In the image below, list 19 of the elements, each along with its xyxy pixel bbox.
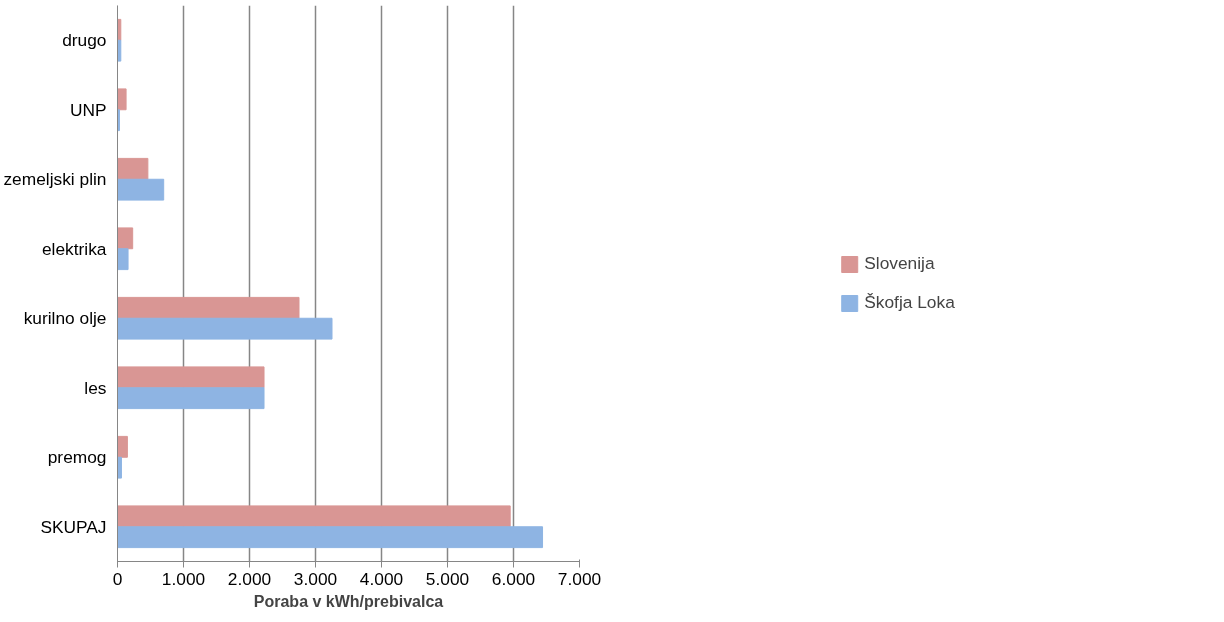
y-tick-label: les <box>84 377 107 398</box>
x-tick-label: 3.000 <box>293 568 338 589</box>
legend-label: Slovenija <box>864 253 935 274</box>
x-tick-label: 4.000 <box>359 568 404 589</box>
y-tick-label: premog <box>47 447 107 468</box>
legend-label: Škofja Loka <box>864 292 955 313</box>
x-tick-label: 2.000 <box>227 568 272 589</box>
x-axis-title: Poraba v kWh/prebivalca <box>253 592 444 610</box>
y-tick-label: zemeljski plin <box>3 169 107 190</box>
y-tick-label: drugo <box>62 30 107 51</box>
y-tick-label: UNP <box>69 99 107 120</box>
x-tick-label: 0 <box>112 568 123 589</box>
x-tick-label: 5.000 <box>425 568 470 589</box>
y-tick-label: elektrika <box>41 238 107 259</box>
y-tick-label: SKUPAJ <box>40 516 107 537</box>
x-tick-label: 6.000 <box>491 568 536 589</box>
y-tick-label: kurilno olje <box>23 308 107 329</box>
x-tick-label: 1.000 <box>161 568 206 589</box>
x-tick-label: 7.000 <box>557 568 602 589</box>
